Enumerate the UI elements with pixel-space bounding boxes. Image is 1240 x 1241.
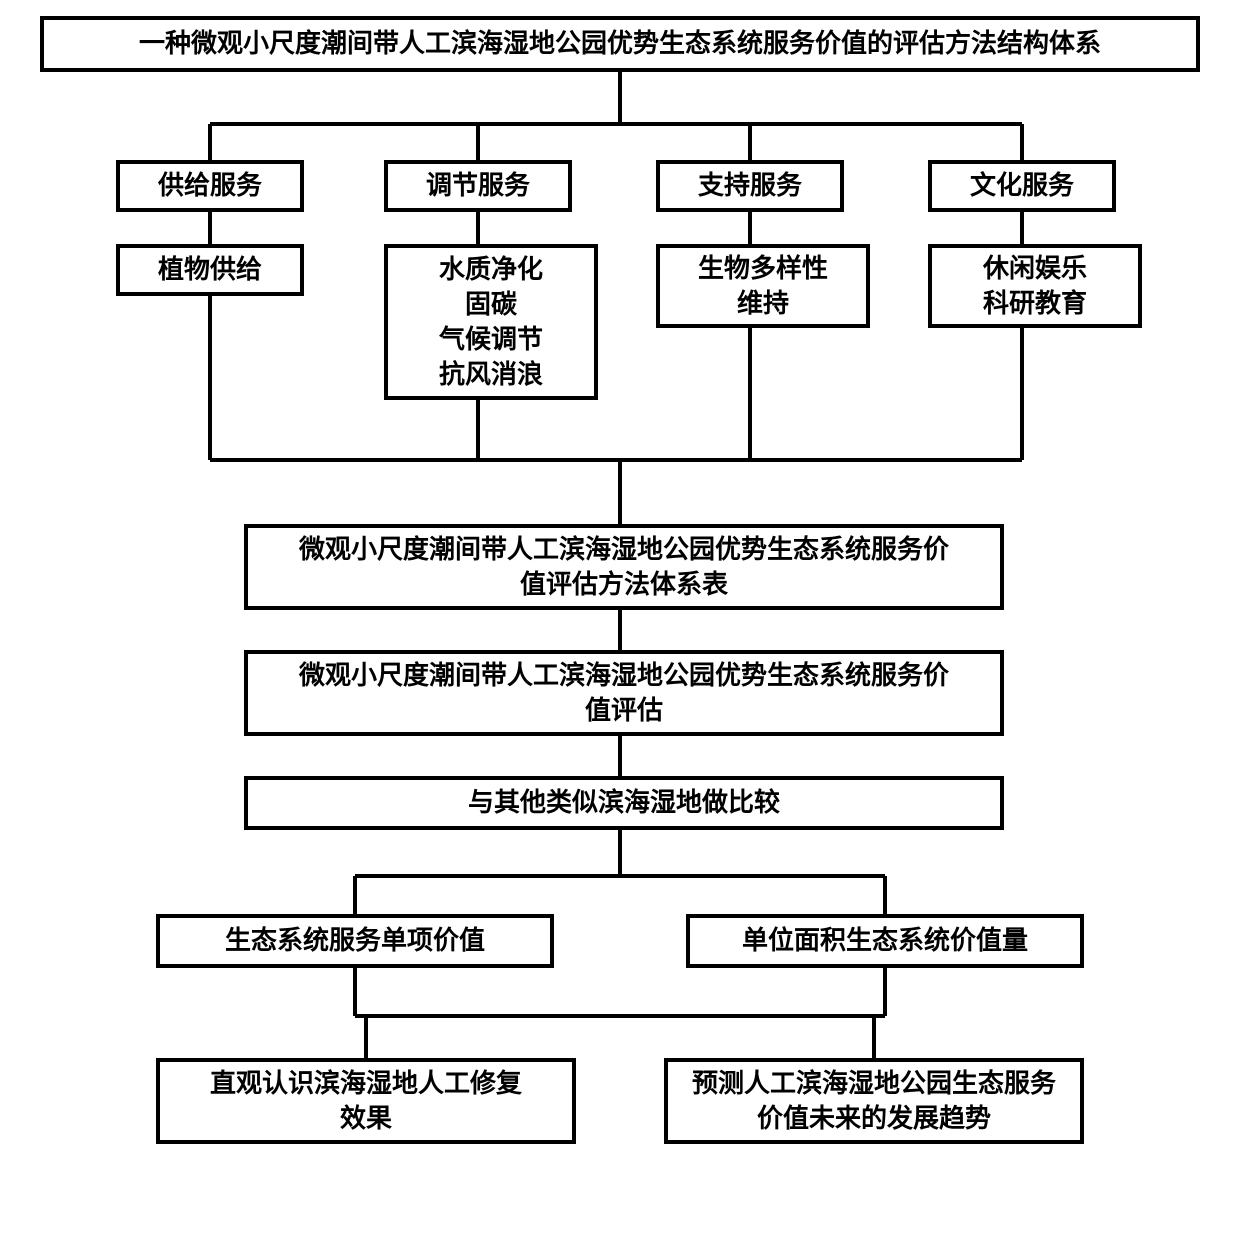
node-sub-regulate: 水质净化 固碳 气候调节 抗风消浪 <box>384 244 598 400</box>
node-cat-regulate: 调节服务 <box>384 160 572 212</box>
node-title: 一种微观小尺度潮间带人工滨海湿地公园优势生态系统服务价值的评估方法结构体系 <box>40 16 1200 72</box>
node-mid-eval: 微观小尺度潮间带人工滨海湿地公园优势生态系统服务价 值评估 <box>244 650 1004 736</box>
node-mid-table: 微观小尺度潮间带人工滨海湿地公园优势生态系统服务价 值评估方法体系表 <box>244 524 1004 610</box>
node-sub-support: 生物多样性 维持 <box>656 244 870 328</box>
node-cat-culture: 文化服务 <box>928 160 1116 212</box>
node-comp-single: 生态系统服务单项价值 <box>156 914 554 968</box>
node-sub-supply: 植物供给 <box>116 244 304 296</box>
node-out-left: 直观认识滨海湿地人工修复 效果 <box>156 1058 576 1144</box>
node-cat-support: 支持服务 <box>656 160 844 212</box>
diagram-canvas: 一种微观小尺度潮间带人工滨海湿地公园优势生态系统服务价值的评估方法结构体系 供给… <box>0 0 1240 1241</box>
node-cat-supply: 供给服务 <box>116 160 304 212</box>
node-mid-compare: 与其他类似滨海湿地做比较 <box>244 776 1004 830</box>
node-sub-culture: 休闲娱乐 科研教育 <box>928 244 1142 328</box>
node-comp-unit: 单位面积生态系统价值量 <box>686 914 1084 968</box>
node-out-right: 预测人工滨海湿地公园生态服务 价值未来的发展趋势 <box>664 1058 1084 1144</box>
